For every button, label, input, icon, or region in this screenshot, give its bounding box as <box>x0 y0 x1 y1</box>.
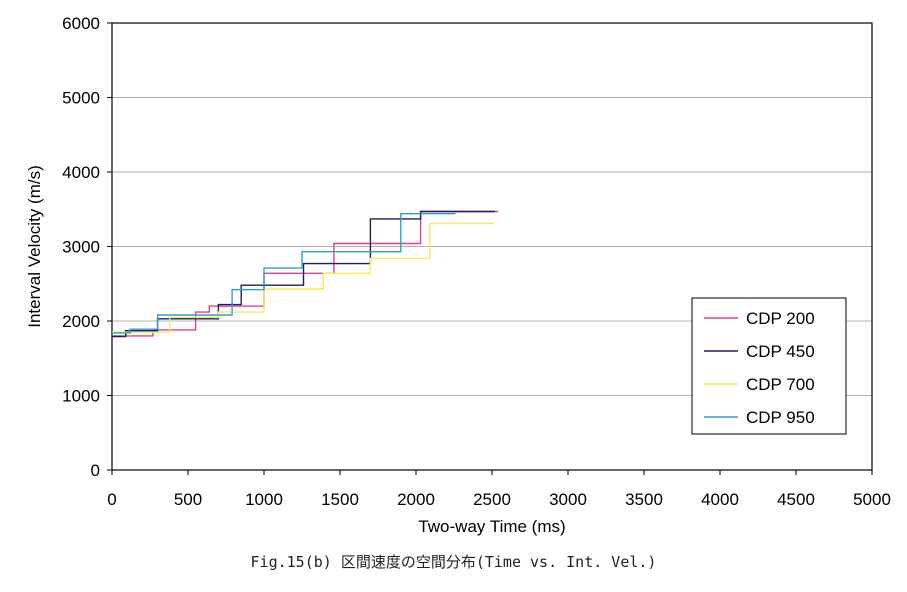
x-tick-label: 1500 <box>321 490 359 509</box>
legend-label: CDP 200 <box>746 309 815 328</box>
x-tick-label: 1000 <box>245 490 283 509</box>
legend-box <box>691 297 847 435</box>
y-tick-label: 4000 <box>62 163 100 182</box>
y-tick-label: 5000 <box>62 89 100 108</box>
legend-label: CDP 450 <box>746 342 815 361</box>
series-line-4 <box>112 212 456 334</box>
series-line-2 <box>112 210 495 338</box>
legend: CDP 200 CDP 450 CDP 700 CDP 950 <box>691 297 847 435</box>
legend-label: CDP 950 <box>746 408 815 427</box>
x-tick-label: 3500 <box>625 490 663 509</box>
figure-caption: Fig.15(b) 区間速度の空間分布(Time vs. Int. Vel.) <box>250 553 657 571</box>
series-line-1 <box>112 210 499 337</box>
y-tick-label: 0 <box>91 461 100 480</box>
y-tick-label: 1000 <box>62 387 100 406</box>
series-line-3 <box>112 222 494 333</box>
y-tick-label: 6000 <box>62 14 100 33</box>
x-tick-label: 3000 <box>549 490 587 509</box>
x-tick-label: 0 <box>107 490 116 509</box>
x-tick-label: 2500 <box>473 490 511 509</box>
y-tick-label: 3000 <box>62 238 100 257</box>
y-axis-title: Interval Velocity (m/s) <box>25 165 44 328</box>
y-tick-label: 2000 <box>62 312 100 331</box>
axis-ticks: 0 1000 2000 3000 4000 5000 6000 0 500 1000 1500 200… <box>62 14 891 509</box>
x-tick-label: 4000 <box>701 490 739 509</box>
x-tick-label: 5000 <box>853 490 891 509</box>
x-axis-title: Two-way Time (ms) <box>418 517 565 536</box>
x-tick-label: 500 <box>174 490 202 509</box>
x-tick-label: 2000 <box>397 490 435 509</box>
series-group <box>112 210 499 338</box>
legend-label: CDP 700 <box>746 375 815 394</box>
x-tick-label: 4500 <box>777 490 815 509</box>
